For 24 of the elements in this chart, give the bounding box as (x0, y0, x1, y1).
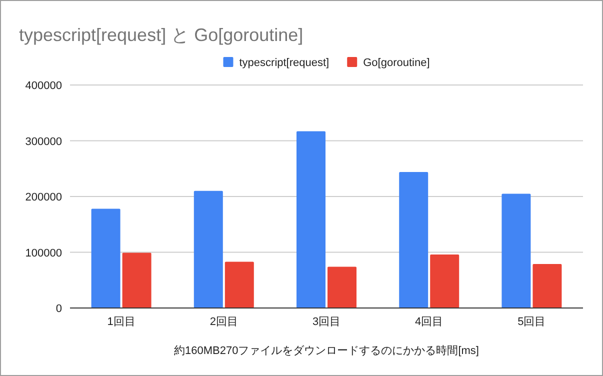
bar (502, 194, 531, 308)
bar (296, 131, 326, 308)
x-tick-label: 5回目 (518, 316, 546, 328)
x-axis-title: 約160MB270ファイルをダウンロードするのにかかる時間[ms] (174, 344, 479, 357)
bar (430, 254, 460, 308)
y-tick-label: 100000 (25, 247, 62, 260)
y-tick-label: 0 (56, 303, 62, 315)
bar (328, 266, 356, 308)
y-tick-label: 200000 (25, 192, 62, 204)
legend-label: Go[goroutine] (363, 57, 430, 69)
chart-title: typescript[request] と Go[goroutine] (19, 25, 304, 45)
bar (194, 190, 223, 308)
x-tick-label: 1回目 (107, 316, 136, 328)
x-tick-label: 3回目 (312, 316, 341, 328)
y-tick-label: 300000 (25, 136, 62, 148)
x-tick-label: 2回目 (210, 316, 238, 328)
bar (532, 264, 562, 308)
x-tick-label: 4回目 (415, 316, 444, 328)
y-tick-label: 400000 (25, 80, 62, 92)
bar (122, 252, 152, 308)
bar (91, 208, 120, 308)
bar (399, 172, 428, 308)
bar (224, 262, 254, 308)
legend-label: typescript[request] (239, 57, 330, 69)
